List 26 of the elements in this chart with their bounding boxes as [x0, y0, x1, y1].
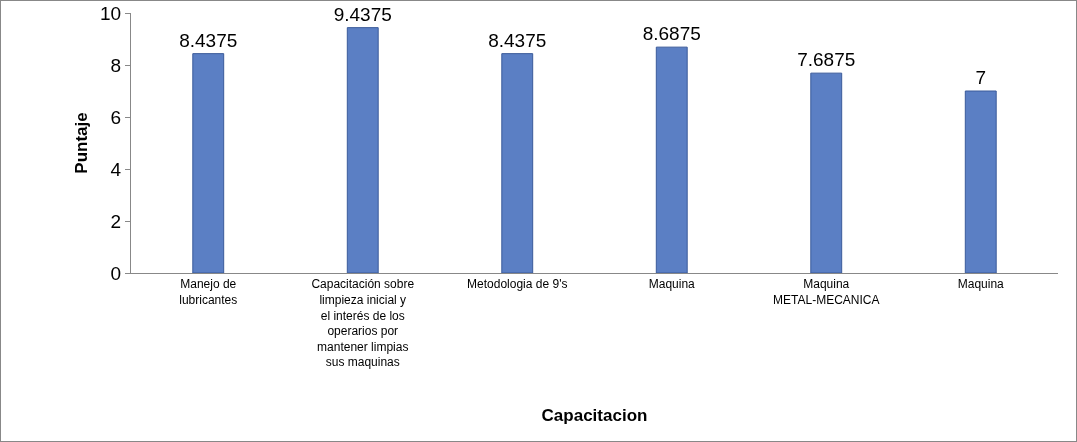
y-tick-label: 8 — [110, 54, 122, 76]
data-label: 8.4375 — [179, 29, 238, 51]
x-tick-label: Manejo de lubricantes — [179, 277, 238, 307]
bar — [964, 90, 997, 273]
x-tick-label: Maquina — [648, 277, 696, 292]
y-tick-label: 6 — [110, 106, 122, 128]
x-tick-label: Metodologia de 9's — [467, 277, 568, 292]
y-axis-title: Puntaje — [71, 112, 91, 174]
y-tick-label: 4 — [110, 158, 122, 180]
x-axis-title: Capacitacion — [541, 405, 648, 425]
x-tick-label: Capacitación sobre limpieza inicial y el interés de los operarios por mantener limpias sus maquinas — [311, 277, 415, 370]
data-label: 7.6875 — [797, 49, 856, 71]
x-tick-label: Maquina — [957, 277, 1005, 292]
data-label: 8.6875 — [642, 23, 701, 45]
bar — [192, 53, 225, 273]
y-tick-label: 10 — [100, 2, 122, 24]
bar — [501, 53, 534, 273]
y-tick-label: 0 — [110, 262, 122, 284]
data-label: 7 — [975, 67, 987, 88]
data-label: 9.4375 — [333, 3, 392, 25]
bar — [655, 46, 688, 273]
y-tick-label: 2 — [110, 210, 122, 232]
bar — [810, 72, 843, 273]
x-tick-label: Maquina METAL-MECANICA — [773, 277, 880, 307]
data-label: 8.4375 — [488, 29, 547, 51]
bar — [346, 27, 379, 273]
